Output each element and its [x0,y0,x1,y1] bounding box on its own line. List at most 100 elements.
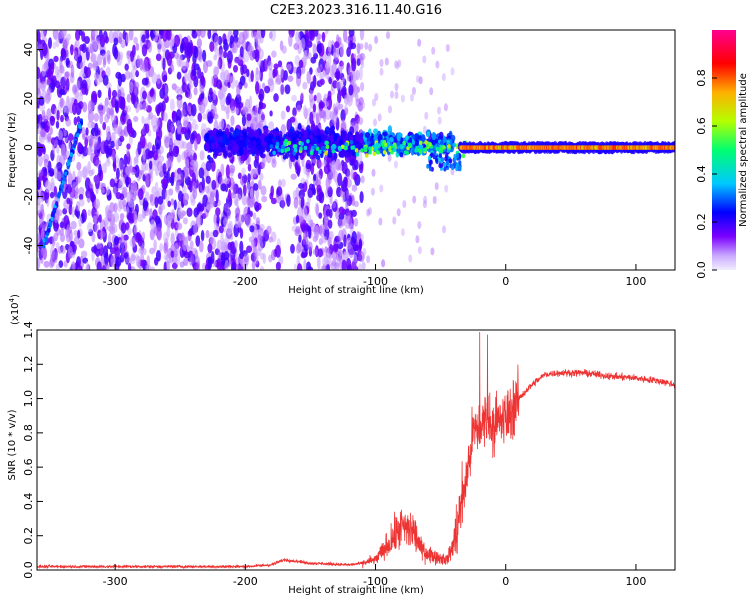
spectrogram-cell [216,215,220,224]
spectrogram-cell [44,179,52,193]
spectrogram-cell [118,199,125,210]
spectrogram-cell [327,39,332,53]
spectrogram-cell [290,243,295,254]
spectrogram-cell [315,203,319,217]
spectrogram-cell [142,149,147,162]
spectrogram-cell [50,79,56,90]
spectrogram-cell [246,245,253,253]
spectrogram-cell [55,80,61,89]
spectrogram-cell [422,125,427,134]
spectrogram-cell [324,151,328,156]
spectrogram-cell [443,162,447,168]
spectrogram-cell [113,47,119,60]
spectrogram-cell [212,66,219,79]
spectrogram-cell [62,208,68,215]
spectrogram-cell [141,115,145,125]
spectrogram-cell [204,142,211,152]
spectrogram-cell [150,219,156,231]
spectrogram-cell [218,136,223,143]
spectrogram-cell [95,210,99,219]
spectrogram-cell [66,233,71,243]
spectrogram-cell [290,173,297,180]
spectrogram-cell [279,83,285,96]
spectrogram-cell [73,142,77,148]
spectrogram-cell [210,75,215,87]
spectrogram-cell [76,161,82,171]
spectrogram-cell [461,153,466,159]
spectrogram-cell [195,214,202,228]
spectrogram-cell [400,145,404,150]
spectrogram-cell [166,30,172,41]
spectrogram-cell [142,90,147,100]
spectrogram-cell [41,109,46,121]
spectrogram-cell [349,42,357,50]
spectrogram-cell [379,67,384,76]
spectrogram-cell [343,234,347,247]
spectrogram-cell [397,59,402,68]
spectrogram-cell [287,140,292,146]
spectrogram-cell [179,261,185,268]
spectrogram-cell [225,95,231,106]
spectrogram-cell [158,204,163,216]
spectrogram-cell [162,163,167,175]
spectrogram-cell [300,177,306,185]
spectrogram-cell [289,126,295,134]
spectrogram-cell [37,123,42,135]
snr-plot-area [37,330,675,570]
spectrogram-cell [175,222,183,231]
y-tick-label: 0.2 [22,527,35,545]
spectrogram-cell [152,160,156,172]
spectrogram-cell [86,222,94,233]
spectrogram-cell [94,141,101,150]
spectrogram-cell [308,92,314,103]
spectrogram-cell [452,142,457,148]
spectrogram-cell [77,229,81,240]
spectrogram-cell [60,114,64,123]
spectrogram-cell [205,229,210,239]
spectrogram-cell [255,217,261,225]
spectrogram-cell [382,150,387,155]
spectrogram-cell [446,160,450,166]
spectrogram-cell [359,43,364,50]
spectrogram-cell [65,106,71,114]
spectrogram-cell [59,97,64,108]
spectrogram-cell [218,131,225,137]
spectrogram-cell [331,159,337,172]
spectrogram-cell [150,87,155,96]
spectrogram-cell [392,147,397,152]
spectrogram-cell [119,193,125,201]
spectrogram-cell [102,59,106,68]
spectrogram-cell [446,139,451,144]
spectrogram-cell [127,212,132,221]
spectrogram-cell [134,231,142,244]
spectrogram-cell [275,135,281,141]
spectrogram-cell [243,255,249,267]
spectrogram-cell [338,212,345,220]
spectrogram-cell [87,62,94,70]
spectrogram-cell [282,154,287,160]
spectrogram-cell [259,252,265,260]
spectrogram-cell [161,39,166,53]
spectrogram-cell [328,77,333,85]
spectrogram-cell [345,257,352,270]
spectrogram-cell [206,198,212,212]
spectrogram-cell [151,71,158,85]
spectrogram-cell [440,157,445,162]
x-tick-label: -200 [233,575,258,588]
spectrogram-cell [417,38,422,47]
spectrogram-cell [90,191,95,203]
spectrogram-cell [255,81,260,95]
spectrogram-cell [50,62,55,75]
spectrogram-cell [78,123,82,129]
spectrogram-cell [415,235,420,244]
spectrogram-cell [414,139,419,147]
spectrogram-cell [178,54,183,68]
spectrogram-cell [124,70,131,80]
spectrogram-cell [58,88,66,95]
spectrogram-cell [55,120,60,129]
spectrogram-cell [86,146,93,156]
spectrogram-cell [337,36,342,46]
spectrogram-cell [254,129,260,139]
spectrogram-cell [96,242,102,250]
y-tick-label: 0.0 [22,561,35,579]
